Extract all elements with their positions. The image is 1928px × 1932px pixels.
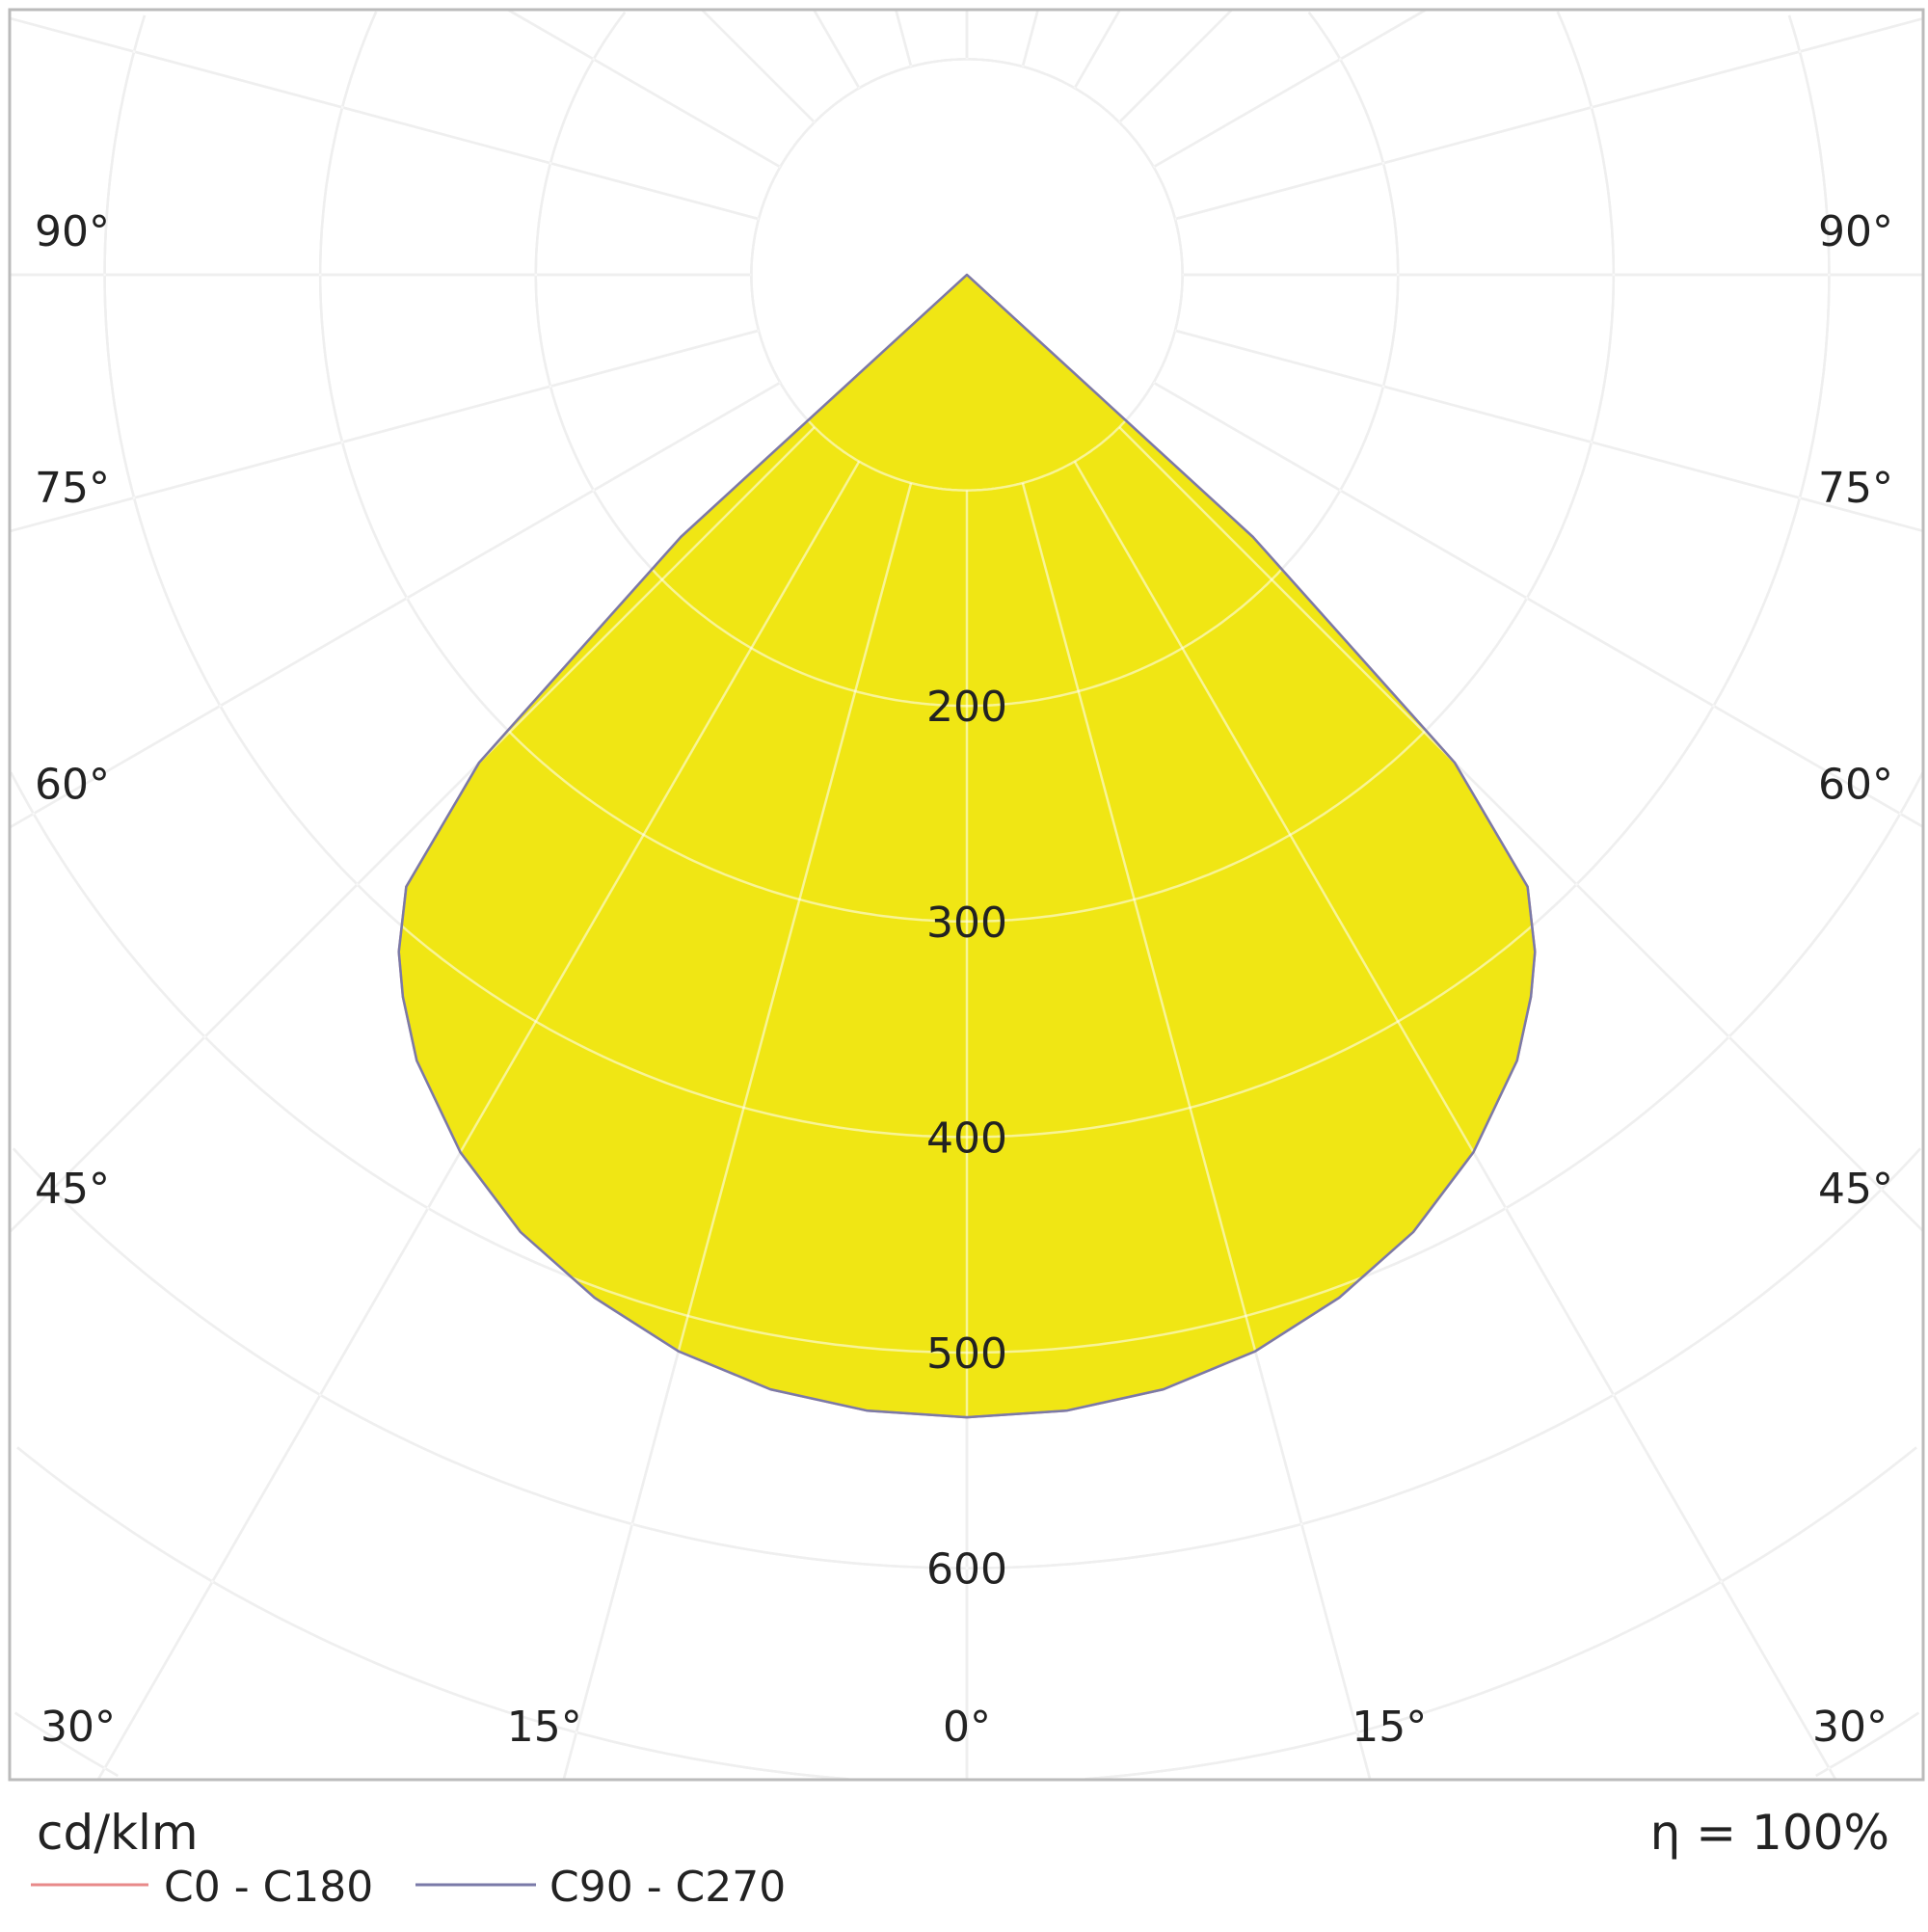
angle-label-left: 60° bbox=[35, 760, 110, 809]
angle-gridline bbox=[813, 9, 861, 89]
curve-outlines bbox=[397, 273, 1537, 1419]
angle-gridline bbox=[1073, 9, 1121, 89]
angle-gridline bbox=[96, 461, 861, 1781]
radial-gridline bbox=[14, 1711, 1919, 1777]
angle-gridline bbox=[1021, 9, 1039, 67]
radial-gridline bbox=[103, 14, 1831, 1139]
angle-label-bottom: 30° bbox=[1812, 1703, 1888, 1752]
efficiency-label: η = 100% bbox=[1650, 1805, 1889, 1861]
grid-overlay bbox=[9, 8, 1924, 1781]
angle-gridline bbox=[1174, 329, 1924, 533]
angle-gridline bbox=[1021, 482, 1372, 1781]
angle-gridline bbox=[1118, 426, 1924, 1232]
radial-tick-label: 600 bbox=[926, 1545, 1007, 1595]
angle-label-bottom: 15° bbox=[1352, 1703, 1427, 1752]
angle-label-bottom: 0° bbox=[943, 1703, 991, 1752]
angle-gridline bbox=[9, 16, 760, 221]
angle-gridline bbox=[562, 482, 913, 1781]
curve-c90-c270 bbox=[397, 273, 1537, 1419]
angle-label-left: 45° bbox=[35, 1165, 110, 1214]
plot-frame bbox=[8, 8, 1925, 1782]
unit-label: cd/klm bbox=[37, 1805, 199, 1861]
angle-label-left: 90° bbox=[35, 207, 110, 256]
angle-gridline bbox=[701, 9, 816, 123]
angle-gridline bbox=[507, 8, 781, 169]
angle-gridline bbox=[1073, 461, 1837, 1781]
radial-gridline bbox=[12, 1147, 1922, 1570]
angle-gridline bbox=[9, 426, 816, 1233]
radial-gridline bbox=[534, 12, 1400, 708]
radial-tick-label: 500 bbox=[926, 1329, 1007, 1379]
angle-label-bottom: 15° bbox=[507, 1703, 582, 1752]
angle-gridline bbox=[895, 9, 913, 67]
radial-tick-label: 300 bbox=[926, 899, 1007, 948]
angle-label-right: 90° bbox=[1818, 207, 1893, 256]
legend-label-c90: C90 - C270 bbox=[549, 1863, 786, 1912]
radial-gridline bbox=[10, 771, 1924, 1355]
radial-tick-label: 400 bbox=[926, 1114, 1007, 1163]
angle-gridline bbox=[9, 329, 760, 533]
radial-tick-label: 200 bbox=[926, 683, 1007, 732]
angle-gridline bbox=[9, 381, 781, 829]
angle-gridline bbox=[1153, 381, 1924, 828]
angle-label-right: 45° bbox=[1818, 1165, 1893, 1214]
angle-label-right: 60° bbox=[1818, 760, 1893, 809]
angle-gridline bbox=[1118, 9, 1233, 123]
angle-gridline bbox=[1174, 16, 1924, 221]
radial-gridline bbox=[318, 11, 1616, 924]
radial-gridline bbox=[16, 1446, 1917, 1781]
legend-label-c0: C0 - C180 bbox=[164, 1863, 373, 1912]
angle-label-right: 75° bbox=[1818, 464, 1893, 513]
angle-label-left: 75° bbox=[35, 464, 110, 513]
axis-labels: 200300400500600105°105°90°90°75°75°60°60… bbox=[35, 207, 1893, 1752]
angle-gridline bbox=[1153, 8, 1427, 169]
angle-label-bottom: 30° bbox=[40, 1703, 116, 1752]
